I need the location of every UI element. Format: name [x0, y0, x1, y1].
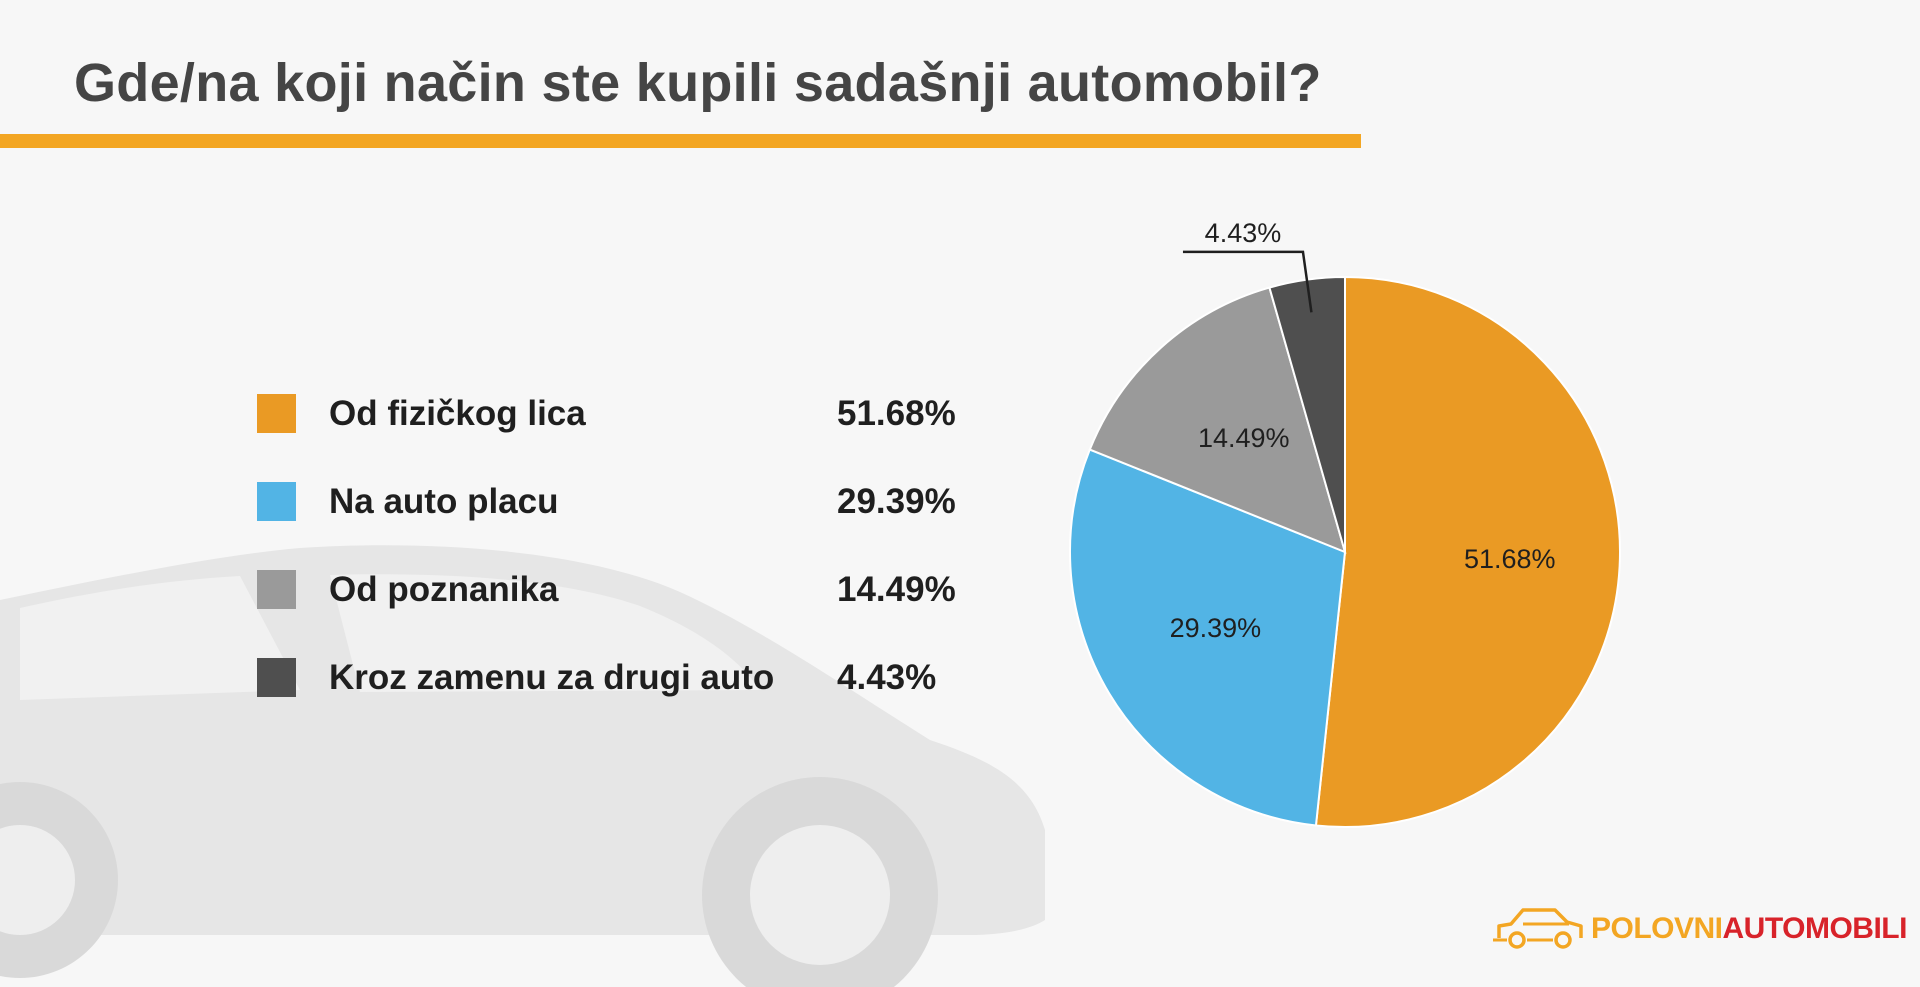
slice-label: 4.43%	[1205, 220, 1282, 248]
pie-slice	[1069, 448, 1347, 827]
legend-item: Kroz zamenu za drugi auto 4.43%	[257, 654, 997, 742]
brand-wordmark: POLOVNIAUTOMOBILI	[1591, 912, 1907, 946]
slice-label: 29.39%	[1170, 613, 1262, 643]
legend-value: 14.49%	[837, 570, 956, 609]
title-underline-bar	[0, 134, 1361, 148]
brand-part2: AUTOMOBILI	[1722, 912, 1908, 945]
legend-label: Od fizičkog lica	[329, 394, 586, 433]
legend-swatch	[257, 658, 296, 697]
legend-value: 29.39%	[837, 482, 956, 521]
legend-swatch	[257, 482, 296, 521]
slice-label: 14.49%	[1198, 423, 1290, 453]
legend-label: Kroz zamenu za drugi auto	[329, 658, 775, 697]
pie-chart: 51.68% 29.39% 14.49% 4.43%	[1069, 220, 1621, 828]
pie-slice	[1088, 286, 1347, 554]
legend-label: Na auto placu	[329, 482, 559, 521]
legend-value: 51.68%	[837, 394, 956, 433]
legend-item: Na auto placu 29.39%	[257, 478, 997, 566]
legend-item: Od poznanika 14.49%	[257, 566, 997, 654]
chart-legend: Od fizičkog lica 51.68% Na auto placu 29…	[257, 390, 997, 742]
legend-label: Od poznanika	[329, 570, 559, 609]
legend-swatch	[257, 570, 296, 609]
brand-part1: POLOVNI	[1591, 912, 1723, 945]
slice-label: 51.68%	[1464, 544, 1556, 574]
leader-line	[1182, 250, 1313, 313]
legend-swatch	[257, 394, 296, 433]
brand-logo: POLOVNIAUTOMOBILI	[1493, 898, 1907, 954]
car-outline-icon	[1493, 908, 1583, 949]
legend-item: Od fizičkog lica 51.68%	[257, 390, 997, 478]
pie-slice	[1314, 275, 1621, 828]
legend-value: 4.43%	[837, 658, 937, 697]
page-title: Gde/na koji način ste kupili sadašnji au…	[74, 53, 1322, 113]
